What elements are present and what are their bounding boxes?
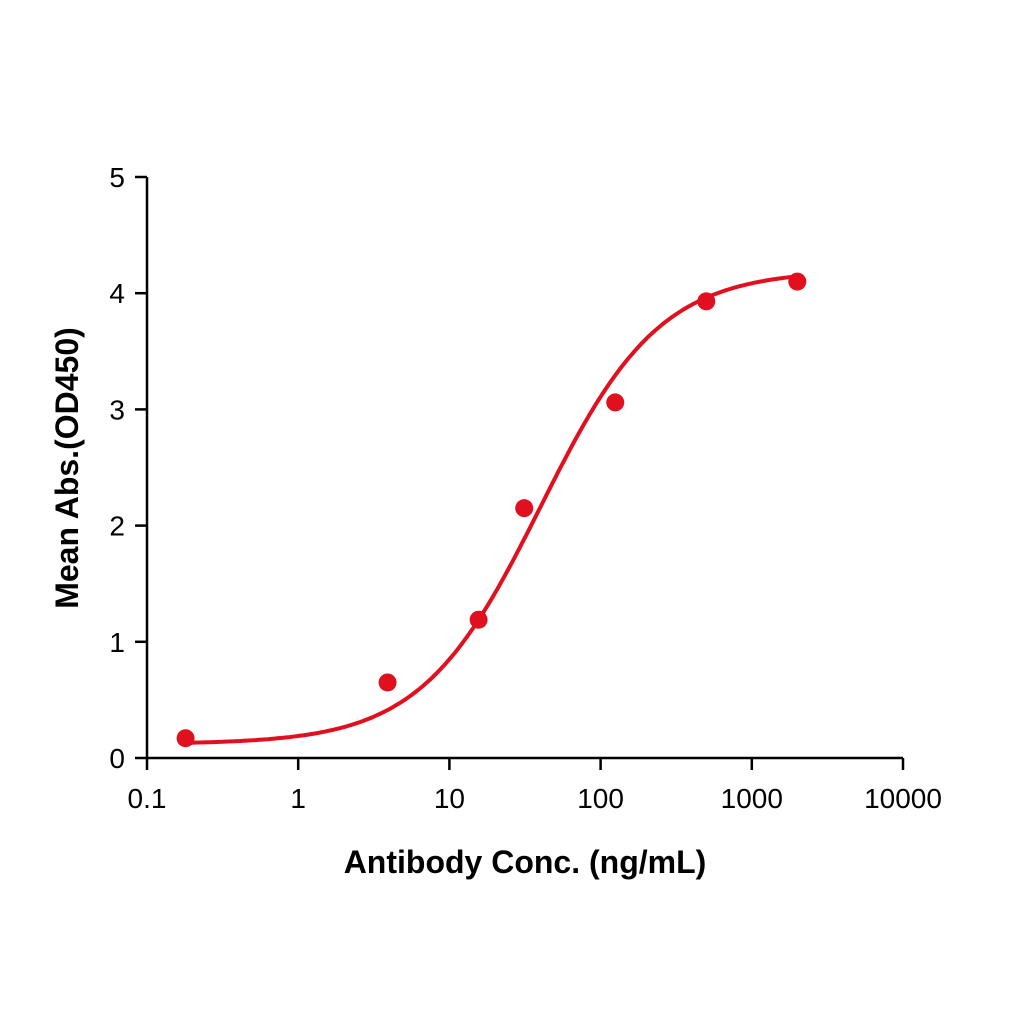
fit-curve — [185, 274, 798, 745]
data-point — [606, 393, 625, 412]
data-point — [788, 272, 807, 291]
y-axis-label: Mean Abs.(OD450) — [49, 327, 85, 609]
x-tick-label: 0.1 — [128, 783, 167, 814]
data-point — [515, 499, 534, 518]
x-axis-label: Antibody Conc. (ng/mL) — [344, 844, 707, 880]
tick-labels: 0.1 1 10 100 1000 10000 0 1 2 3 4 5 — [109, 162, 942, 814]
y-tick-label: 1 — [109, 627, 125, 658]
y-tick-label: 4 — [109, 278, 125, 309]
x-tick-label: 1000 — [721, 783, 783, 814]
x-tick-label: 1 — [290, 783, 306, 814]
y-tick-label: 3 — [109, 394, 125, 425]
y-tick-label: 0 — [109, 743, 125, 774]
y-tick-label: 5 — [109, 162, 125, 193]
data-point — [697, 292, 716, 311]
data-point — [378, 673, 397, 692]
axes — [135, 175, 905, 770]
x-tick-label: 100 — [577, 783, 624, 814]
x-tick-label: 10 — [434, 783, 465, 814]
y-tick-label: 2 — [109, 511, 125, 542]
x-tick-label: 10000 — [864, 783, 942, 814]
data-points — [176, 272, 807, 748]
data-point — [176, 729, 195, 748]
data-point — [469, 610, 488, 629]
